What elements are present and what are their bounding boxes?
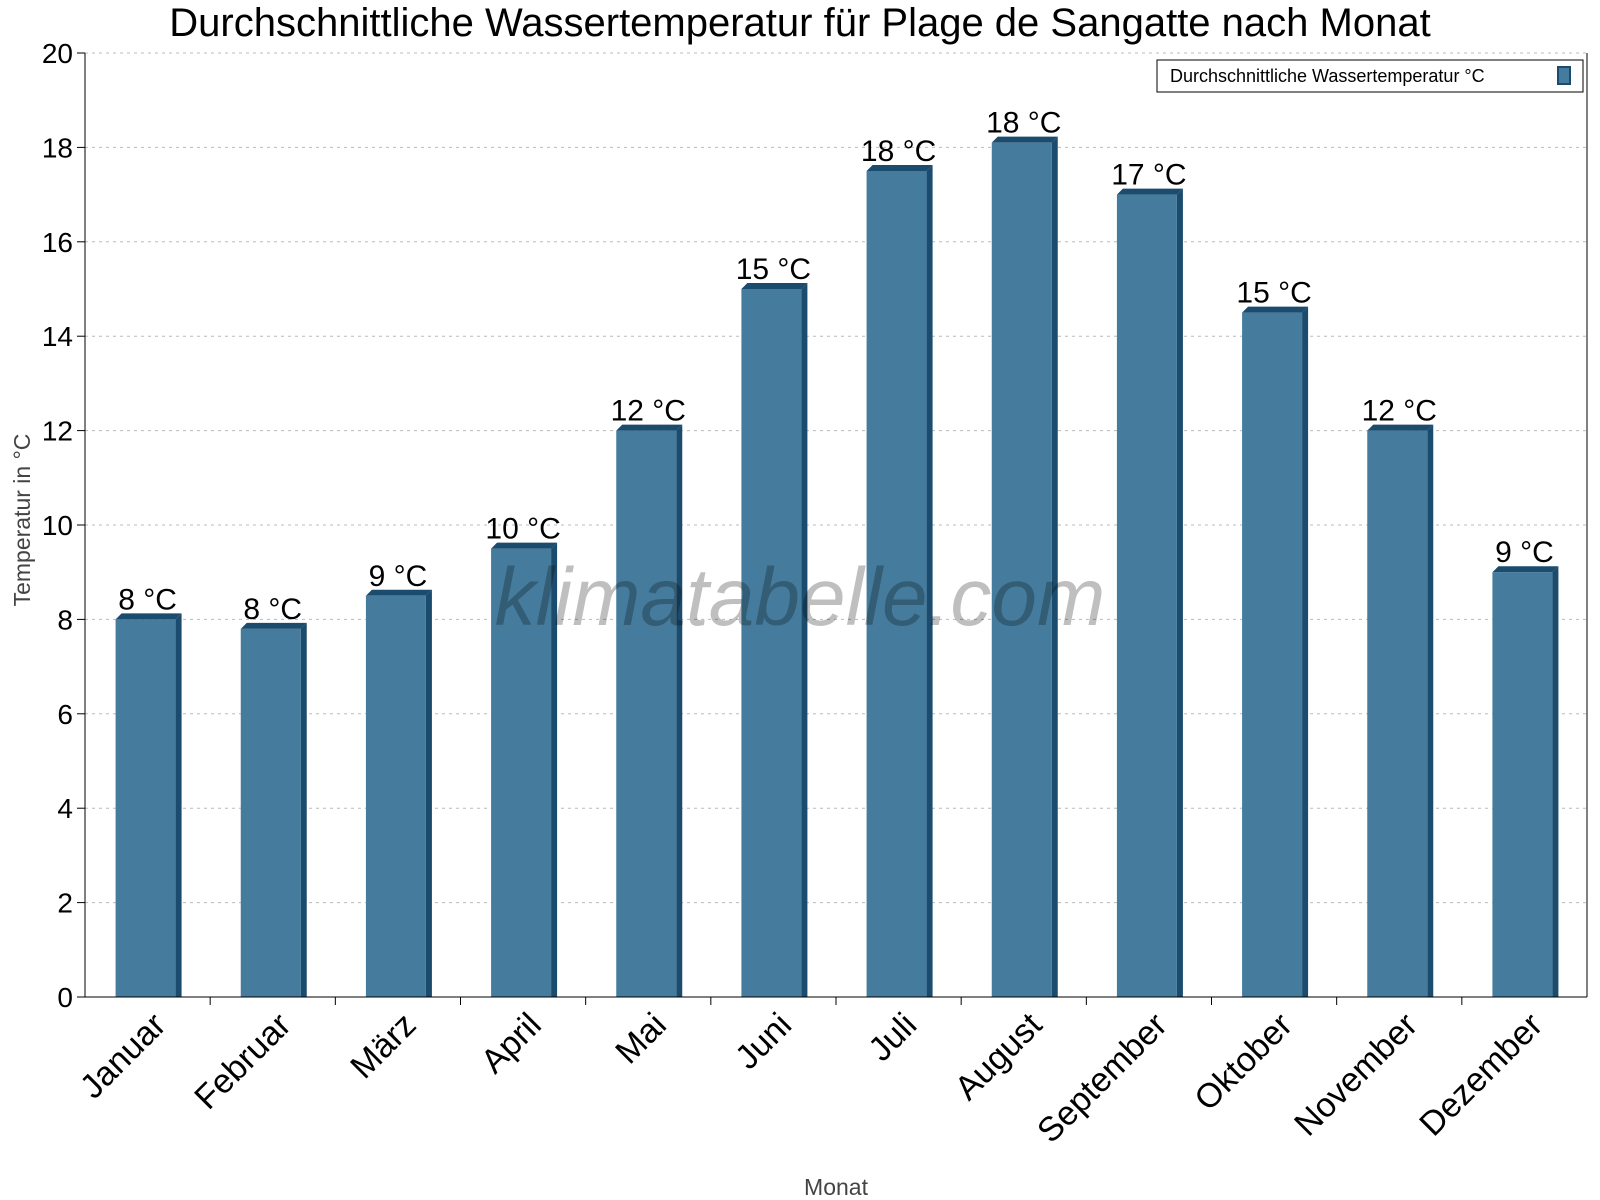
- bar-top: [1116, 188, 1183, 195]
- bar: [115, 613, 182, 997]
- bar-top: [365, 589, 432, 596]
- bar-front: [991, 142, 1052, 997]
- y-tick-label: 8: [57, 604, 73, 635]
- bar-front: [1367, 430, 1428, 998]
- data-label: 15 °C: [1236, 277, 1311, 310]
- data-label: 8 °C: [243, 593, 302, 626]
- y-axis-label: Temperatur in °C: [9, 434, 35, 607]
- bar-front: [365, 595, 426, 997]
- bar-side: [1552, 566, 1559, 997]
- watermark: klimatabelle.com: [495, 552, 1106, 643]
- bar-side: [1427, 424, 1434, 998]
- legend-swatch: [1557, 66, 1571, 85]
- x-tick-label: August: [948, 1005, 1050, 1107]
- y-tick-label: 0: [57, 982, 73, 1013]
- bar-side: [926, 165, 933, 997]
- x-tick-label: Januar: [73, 1006, 173, 1106]
- data-label: 15 °C: [736, 253, 811, 286]
- bar-front: [866, 171, 927, 997]
- data-label: 12 °C: [611, 395, 686, 428]
- y-tick-label: 14: [42, 321, 73, 352]
- bar-top: [616, 424, 683, 431]
- bar: [491, 542, 558, 997]
- bar-front: [491, 548, 552, 997]
- x-tick-label: November: [1287, 1006, 1425, 1144]
- data-label: 10 °C: [485, 513, 560, 546]
- data-label: 17 °C: [1111, 159, 1186, 192]
- bar-front: [240, 628, 301, 997]
- legend: Durchschnittliche Wassertemperatur °C: [1156, 59, 1584, 93]
- bar: [616, 424, 683, 998]
- bar-side: [175, 613, 182, 997]
- bar: [866, 165, 933, 997]
- bar-side: [425, 589, 432, 997]
- x-tick-label: Mai: [608, 1006, 674, 1072]
- data-label: 9 °C: [1495, 536, 1554, 569]
- bar-front: [741, 289, 802, 997]
- bar-top: [1492, 566, 1559, 573]
- bar-top: [741, 283, 808, 289]
- bar: [1492, 566, 1559, 997]
- bar: [240, 622, 307, 997]
- y-tick-label: 6: [57, 699, 73, 730]
- bar: [991, 136, 1058, 997]
- data-label: 12 °C: [1362, 395, 1437, 428]
- bar-top: [866, 165, 933, 171]
- x-tick-label: April: [474, 1006, 549, 1081]
- data-label: 18 °C: [861, 135, 936, 168]
- y-tick-label: 4: [57, 793, 73, 824]
- bar-front: [1242, 312, 1303, 998]
- bar-front: [115, 619, 176, 997]
- bar-side: [1176, 188, 1183, 998]
- chart-title: Durchschnittliche Wassertemperatur für P…: [169, 1, 1430, 45]
- bar-top: [491, 542, 558, 549]
- data-label: 9 °C: [369, 560, 428, 593]
- bar-side: [1302, 306, 1309, 998]
- bar-top: [240, 622, 307, 629]
- y-tick-label: 16: [42, 227, 73, 258]
- legend-label: Durchschnittliche Wassertemperatur °C: [1170, 66, 1485, 86]
- x-tick-label: Dezember: [1412, 1006, 1550, 1144]
- x-tick-label: März: [343, 1006, 423, 1086]
- bar-top: [1367, 424, 1434, 431]
- y-tick-label: 12: [42, 416, 73, 447]
- bar-front: [616, 430, 677, 998]
- bar: [1242, 306, 1309, 998]
- x-tick-label: September: [1030, 1006, 1174, 1150]
- bar-front: [1492, 572, 1553, 997]
- bar-top: [1242, 306, 1309, 313]
- data-label: 18 °C: [986, 107, 1061, 140]
- bar: [741, 283, 808, 997]
- bar-side: [551, 542, 558, 997]
- x-axis-label: Monat: [804, 1174, 869, 1200]
- y-tick-label: 20: [42, 38, 73, 69]
- bar-top: [115, 613, 182, 620]
- y-tick-label: 18: [42, 132, 73, 163]
- bar: [365, 589, 432, 997]
- bar: [1116, 188, 1183, 998]
- data-label: 8 °C: [118, 583, 177, 616]
- x-tick-label: Februar: [187, 1006, 298, 1117]
- bar-side: [300, 622, 307, 997]
- bar-front: [1116, 194, 1177, 998]
- bar-top: [991, 136, 1058, 143]
- x-tick-label: Juni: [728, 1006, 799, 1077]
- y-tick-label: 2: [57, 888, 73, 919]
- y-tick-label: 10: [42, 510, 73, 541]
- bar: [1367, 424, 1434, 998]
- x-tick-label: Juli: [861, 1006, 924, 1069]
- bar-side: [676, 424, 683, 998]
- bar-side: [1051, 136, 1058, 997]
- bar-side: [801, 283, 808, 997]
- x-tick-label: Oktober: [1187, 1006, 1299, 1118]
